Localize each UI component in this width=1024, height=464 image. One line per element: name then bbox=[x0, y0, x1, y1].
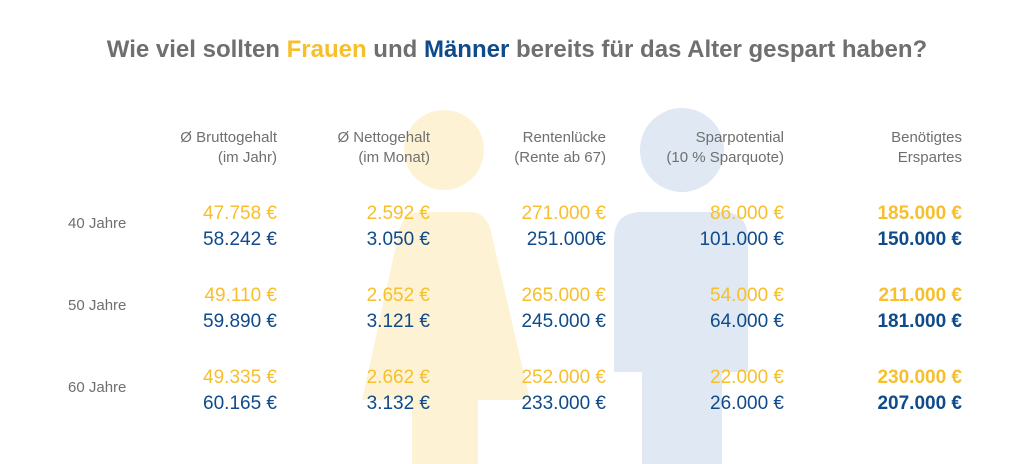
column-header-line1: Ø Bruttogehalt bbox=[180, 129, 277, 146]
title-prefix: Wie viel sollten bbox=[106, 36, 287, 63]
column-header-line2: (im Jahr) bbox=[217, 149, 277, 166]
women-value: 2.662 € bbox=[366, 367, 430, 388]
women-value: 271.000 € bbox=[521, 203, 606, 224]
men-value: 233.000 € bbox=[521, 393, 606, 414]
women-value: 2.652 € bbox=[366, 285, 430, 306]
men-value: 245.000 € bbox=[521, 311, 606, 332]
women-value: 86.000 € bbox=[710, 203, 784, 224]
men-value: 251.000€ bbox=[526, 229, 606, 250]
women-value: 265.000 € bbox=[521, 285, 606, 306]
column-header-line1: Ø Nettogehalt bbox=[337, 129, 430, 146]
title-middle: und bbox=[366, 36, 424, 63]
women-value: 54.000 € bbox=[710, 285, 784, 306]
column-header-bruttogehalt: Ø Bruttogehalt (im Jahr) bbox=[180, 128, 277, 168]
column-header-line1: Benötigtes bbox=[891, 129, 962, 146]
men-value: 59.890 € bbox=[203, 311, 277, 332]
women-total-value: 211.000 € bbox=[878, 285, 962, 306]
column-header-nettogehalt: Ø Nettogehalt (im Monat) bbox=[337, 128, 430, 168]
women-value: 47.758 € bbox=[203, 203, 277, 224]
title-suffix: bereits für das Alter gespart haben? bbox=[509, 36, 928, 63]
title-men: Männer bbox=[423, 36, 510, 63]
column-header-line2: (10 % Sparquote) bbox=[666, 149, 784, 166]
column-header-line2: Erspartes bbox=[897, 149, 962, 166]
row-label-60: 60 Jahre bbox=[68, 379, 127, 396]
column-header-line2: (im Monat) bbox=[358, 149, 430, 166]
column-header-line1: Sparpotential bbox=[695, 129, 784, 146]
men-value: 101.000 € bbox=[699, 229, 784, 250]
women-total-value: 230.000 € bbox=[877, 367, 962, 388]
women-total-value: 185.000 € bbox=[877, 203, 962, 224]
men-value: 3.132 € bbox=[366, 393, 430, 414]
page-title: Wie viel sollten Frauen und Männer berei… bbox=[0, 36, 1024, 64]
men-value: 58.242 € bbox=[203, 229, 277, 250]
women-value: 49.335 € bbox=[203, 367, 277, 388]
men-value: 26.000 € bbox=[710, 393, 784, 414]
men-value: 64.000 € bbox=[710, 311, 784, 332]
column-header-line1: Rentenlücke bbox=[522, 129, 606, 146]
column-header-line2: (Rente ab 67) bbox=[514, 149, 606, 166]
column-header-benoetigtes-erspartes: Benötigtes Erspartes bbox=[891, 128, 962, 168]
men-value: 3.050 € bbox=[366, 229, 430, 250]
women-value: 22.000 € bbox=[710, 367, 784, 388]
women-value: 2.592 € bbox=[366, 203, 430, 224]
title-women: Frauen bbox=[286, 36, 367, 63]
column-header-sparpotential: Sparpotential (10 % Sparquote) bbox=[666, 128, 784, 168]
men-total-value: 207.000 € bbox=[877, 393, 962, 414]
woman-silhouette-icon bbox=[362, 110, 530, 464]
men-value: 3.121 € bbox=[366, 311, 430, 332]
men-total-value: 150.000 € bbox=[877, 229, 962, 250]
women-value: 49.110 € bbox=[204, 285, 277, 306]
row-label-40: 40 Jahre bbox=[68, 215, 127, 232]
men-value: 60.165 € bbox=[203, 393, 277, 414]
column-header-rentenluecke: Rentenlücke (Rente ab 67) bbox=[514, 128, 606, 168]
man-silhouette-icon bbox=[614, 108, 748, 464]
men-total-value: 181.000 € bbox=[877, 311, 962, 332]
row-label-50: 50 Jahre bbox=[68, 297, 127, 314]
women-value: 252.000 € bbox=[521, 367, 606, 388]
